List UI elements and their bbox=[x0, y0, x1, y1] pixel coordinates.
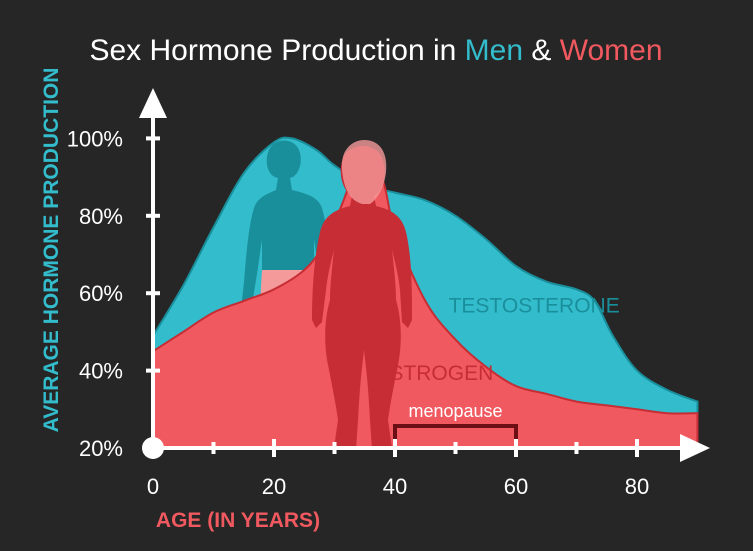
chart-title: Sex Hormone Production in Men & Women bbox=[89, 34, 662, 67]
title-women: Women bbox=[560, 34, 663, 67]
y-tick-label: 20% bbox=[79, 436, 123, 461]
menopause-bracket bbox=[393, 424, 518, 448]
y-tick-labels: 20% 40% 60% 80% 100% bbox=[67, 126, 123, 461]
y-axis-title: AVERAGE HORMONE PRODUCTION bbox=[40, 68, 63, 433]
y-tick-label: 80% bbox=[79, 204, 123, 229]
female-silhouette-body bbox=[312, 145, 412, 450]
title-prefix: Sex Hormone Production in bbox=[89, 34, 464, 67]
y-tick-label: 100% bbox=[67, 126, 123, 151]
male-silhouette-upper bbox=[240, 140, 334, 322]
x-tick-label: 80 bbox=[625, 474, 649, 499]
x-tick-labels: 0 20 40 60 80 bbox=[147, 474, 649, 499]
series-label-testosterone: TESTOSTERONE bbox=[449, 295, 620, 318]
axes bbox=[139, 88, 710, 462]
title-amp: & bbox=[523, 34, 560, 67]
x-tick-label: 20 bbox=[262, 474, 286, 499]
y-tick-label: 60% bbox=[79, 281, 123, 306]
tick-marks bbox=[146, 136, 639, 457]
origin-dot bbox=[142, 437, 164, 459]
menopause-label: menopause bbox=[408, 401, 502, 421]
x-tick-label: 40 bbox=[383, 474, 407, 499]
title-men: Men bbox=[465, 34, 523, 67]
female-silhouette-hair bbox=[341, 140, 387, 204]
y-tick-label: 40% bbox=[79, 359, 123, 384]
x-tick-label: 60 bbox=[504, 474, 528, 499]
female-silhouette bbox=[312, 140, 412, 450]
x-tick-label: 0 bbox=[147, 474, 159, 499]
series-label-estrogen: ESTROGEN bbox=[375, 362, 493, 385]
x-axis-title: AGE (IN YEARS) bbox=[156, 509, 320, 532]
plot-area: TESTOSTERONE ESTROGEN menopause bbox=[152, 136, 699, 450]
x-axis-arrow bbox=[680, 434, 710, 462]
y-axis-arrow bbox=[139, 88, 167, 118]
